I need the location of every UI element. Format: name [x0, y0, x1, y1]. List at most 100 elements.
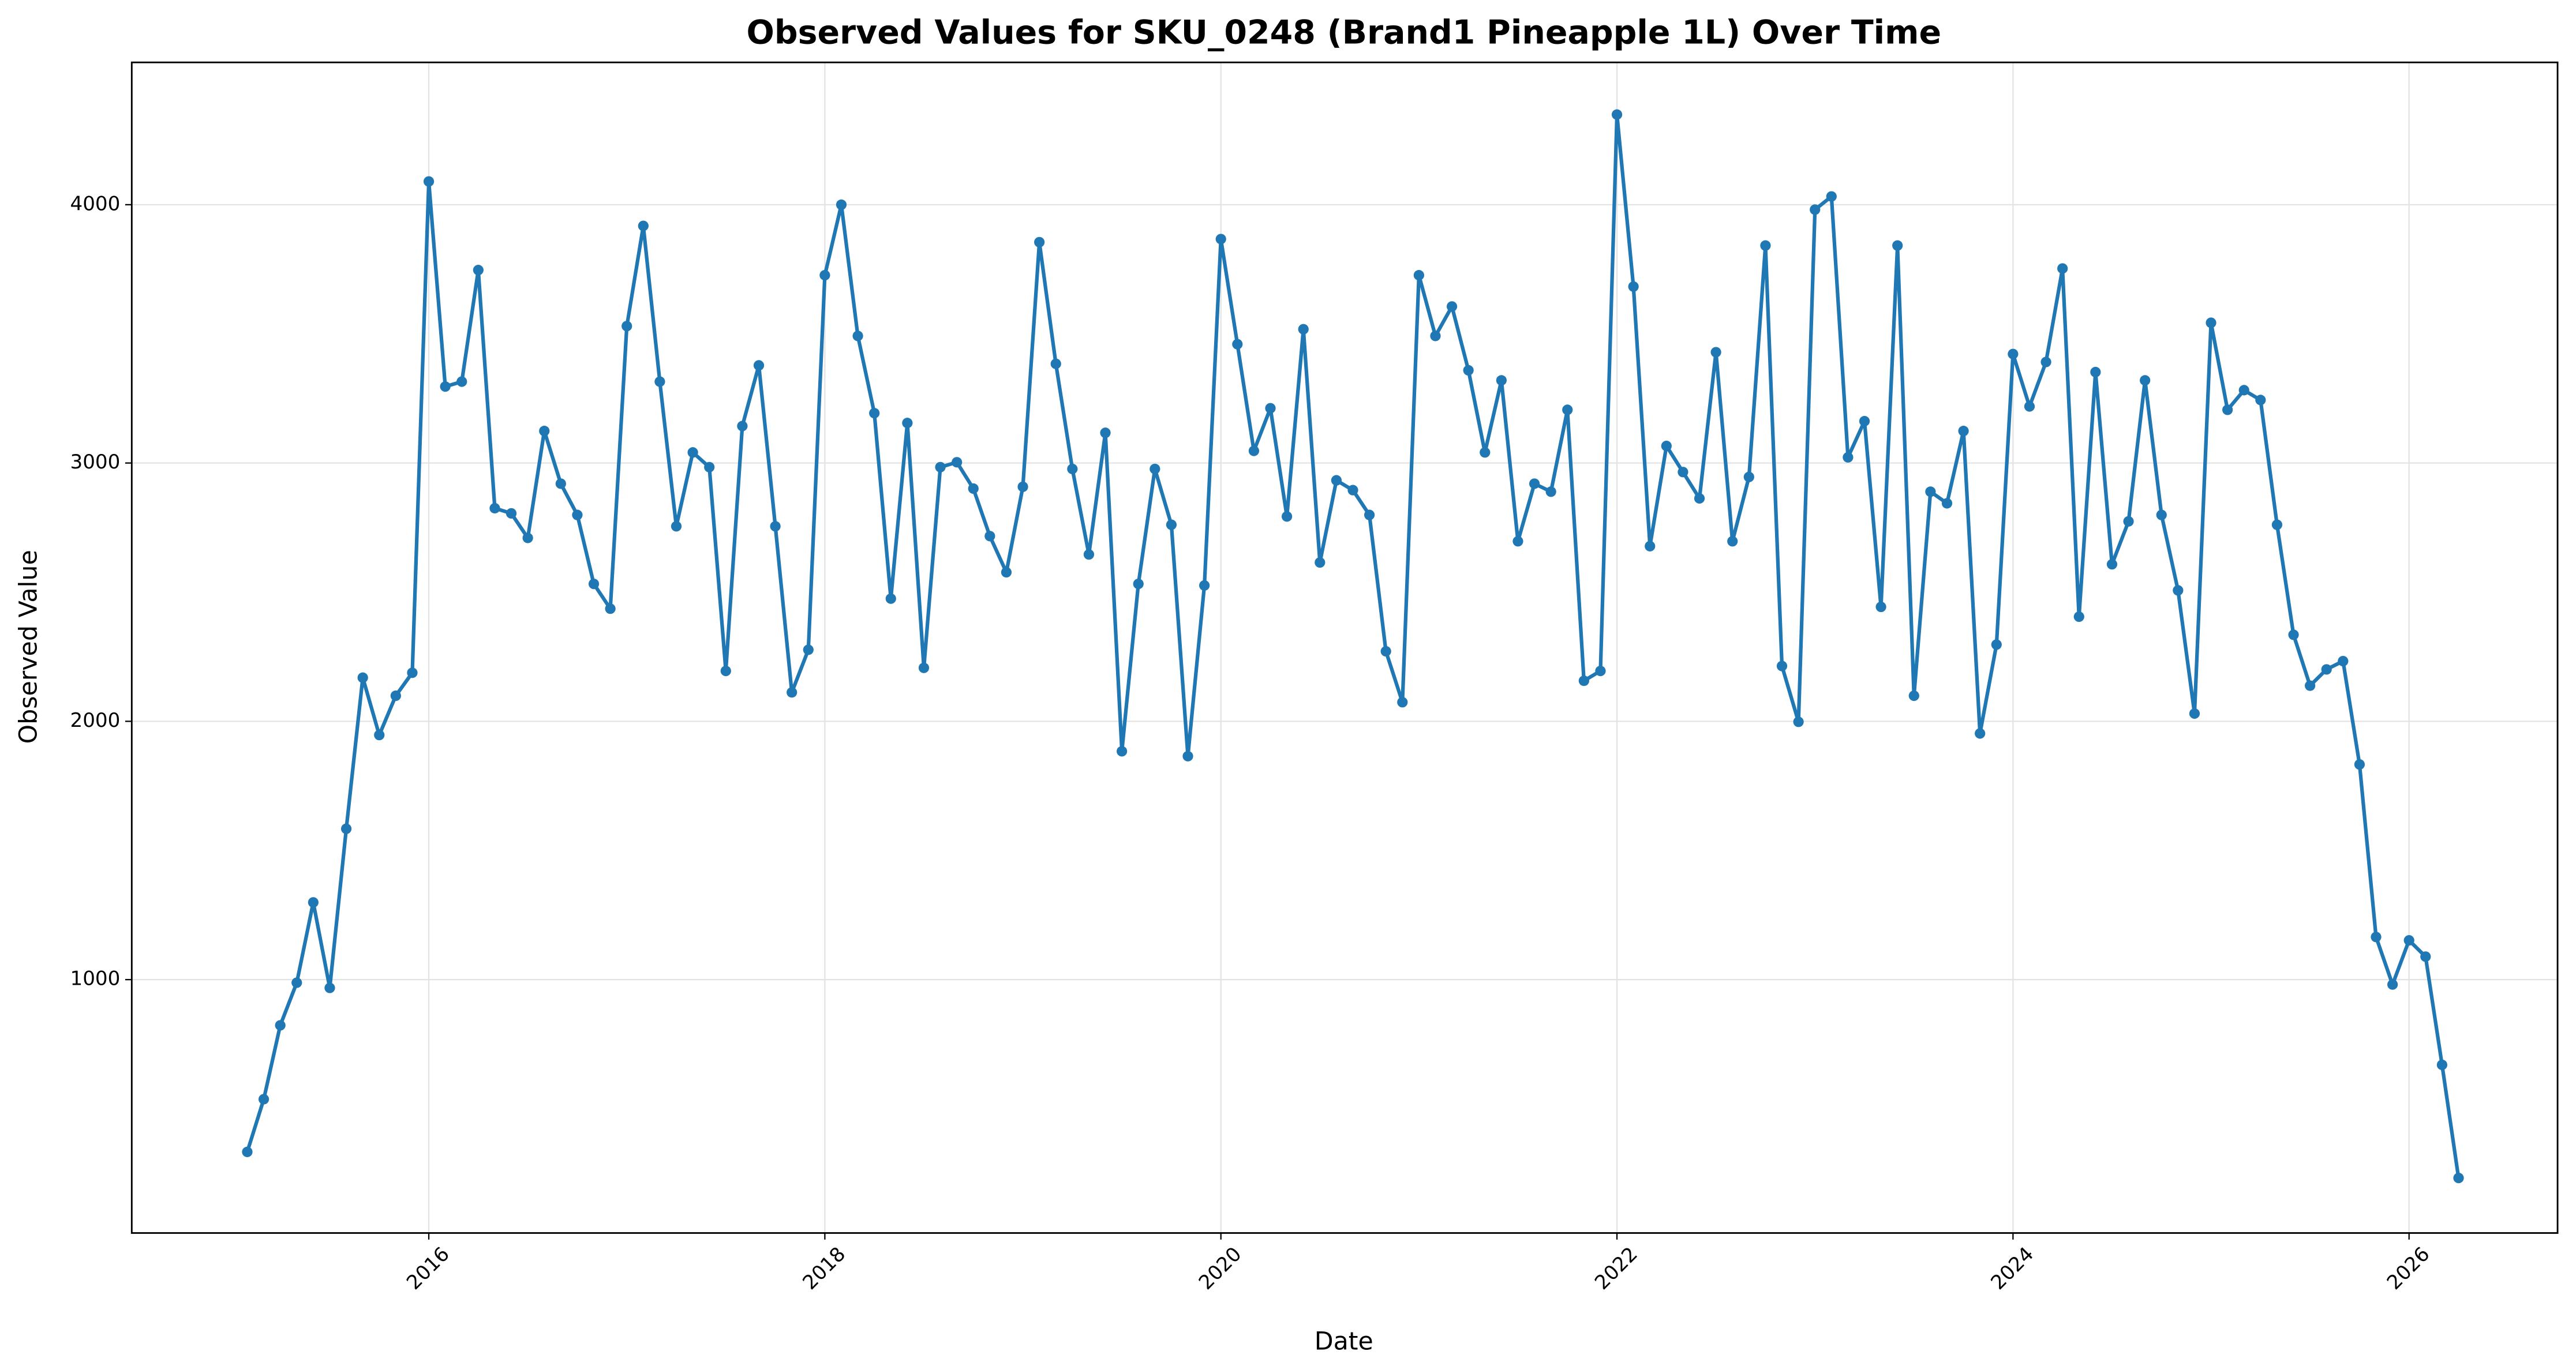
- data-point: [2173, 585, 2184, 596]
- y-tick-label: 3000: [70, 451, 120, 474]
- data-point: [885, 593, 896, 604]
- data-point: [1083, 549, 1095, 560]
- data-point: [952, 457, 963, 468]
- data-point: [1810, 204, 1821, 215]
- data-point: [737, 421, 748, 431]
- data-point: [1595, 665, 1606, 677]
- data-point: [1265, 403, 1276, 414]
- data-point: [1001, 566, 1012, 578]
- data-point: [1315, 557, 1326, 568]
- data-point: [1908, 690, 1919, 701]
- data-point: [1776, 661, 1788, 671]
- data-point: [1133, 579, 1144, 590]
- data-point: [1215, 234, 1226, 245]
- data-point: [1678, 467, 1688, 478]
- data-point: [2387, 979, 2398, 990]
- data-point: [869, 408, 880, 419]
- data-point: [1182, 750, 1193, 761]
- data-point: [1562, 404, 1573, 415]
- data-point: [2305, 680, 2316, 691]
- data-point: [770, 521, 781, 532]
- data-point: [1017, 481, 1028, 492]
- data-point: [1991, 639, 2002, 650]
- data-point: [308, 897, 319, 908]
- data-point: [2238, 385, 2249, 396]
- data-point: [1743, 471, 1754, 482]
- data-point: [1397, 697, 1408, 708]
- data-point: [1941, 498, 1953, 509]
- data-point: [258, 1094, 269, 1105]
- x-axis-title: Date: [1315, 1327, 1373, 1356]
- data-point: [1694, 493, 1705, 504]
- data-point: [1512, 536, 1523, 547]
- data-point: [2189, 708, 2200, 719]
- data-point: [2008, 348, 2019, 359]
- data-point: [2040, 356, 2051, 367]
- data-point: [1710, 347, 1721, 358]
- data-point: [2436, 1059, 2448, 1071]
- data-point: [2156, 509, 2167, 520]
- data-point: [2206, 317, 2216, 328]
- data-point: [1611, 109, 1623, 120]
- data-point: [522, 532, 533, 543]
- data-point: [275, 1020, 286, 1031]
- data-point: [687, 447, 698, 458]
- data-point: [440, 381, 451, 392]
- data-point: [1067, 463, 1078, 475]
- data-point: [407, 667, 418, 678]
- data-point: [2453, 1172, 2464, 1184]
- data-point: [2222, 404, 2233, 415]
- data-point: [852, 331, 863, 342]
- data-point: [572, 509, 583, 520]
- data-point: [2321, 664, 2332, 675]
- data-point: [2271, 519, 2283, 530]
- data-point: [1793, 716, 1804, 727]
- data-point: [489, 502, 500, 514]
- data-point: [2288, 629, 2299, 640]
- y-tick-label: 2000: [70, 709, 120, 732]
- data-point: [1875, 601, 1886, 613]
- data-point: [1364, 509, 1375, 520]
- data-point: [2403, 935, 2414, 946]
- data-point: [1578, 676, 1589, 686]
- data-point: [1117, 746, 1128, 757]
- data-point: [1975, 728, 1986, 739]
- data-point: [1298, 324, 1309, 335]
- data-point: [720, 665, 731, 677]
- data-point: [423, 176, 435, 187]
- data-point: [1843, 452, 1854, 463]
- data-point: [787, 687, 797, 698]
- data-point: [242, 1146, 253, 1157]
- data-point: [374, 730, 385, 741]
- chart-title: Observed Values for SKU_0248 (Brand1 Pin…: [746, 13, 1941, 51]
- data-point: [1446, 301, 1458, 312]
- data-point: [1645, 541, 1656, 551]
- data-point: [1760, 240, 1771, 251]
- data-point: [2371, 932, 2382, 943]
- data-point: [324, 982, 335, 993]
- data-point: [1331, 475, 1342, 486]
- data-point: [918, 662, 930, 673]
- data-point: [671, 521, 682, 532]
- data-point: [1529, 478, 1540, 489]
- data-point: [390, 690, 401, 701]
- data-point: [704, 461, 715, 472]
- data-point: [1150, 463, 1160, 475]
- data-point: [1628, 281, 1639, 292]
- data-point: [2338, 655, 2349, 667]
- data-point: [357, 672, 368, 683]
- data-point: [902, 418, 913, 429]
- data-point: [1958, 426, 1969, 437]
- data-point: [2354, 759, 2365, 770]
- data-point: [1925, 486, 1936, 497]
- data-point: [1727, 536, 1738, 547]
- data-point: [1380, 646, 1391, 657]
- y-axis-title: Observed Value: [14, 550, 43, 744]
- data-point: [621, 321, 632, 332]
- data-point: [819, 270, 830, 281]
- data-point: [1232, 339, 1243, 350]
- data-point: [1281, 511, 1293, 522]
- data-point: [1892, 240, 1903, 251]
